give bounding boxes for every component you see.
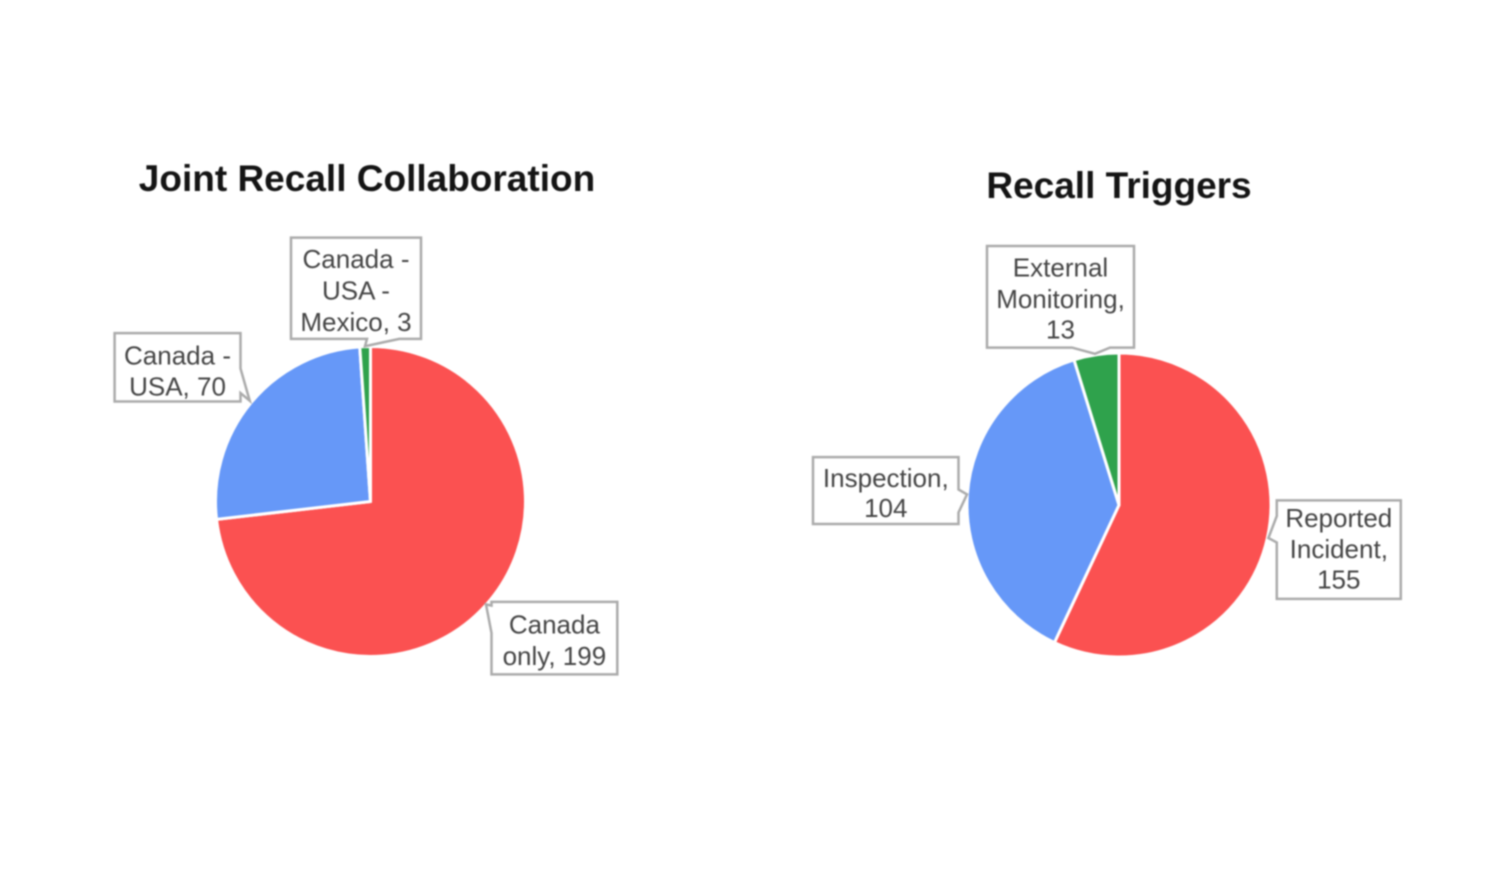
svg-text:Canada -: Canada - bbox=[303, 244, 410, 274]
svg-text:Incident,: Incident, bbox=[1290, 534, 1388, 564]
svg-text:Mexico, 3: Mexico, 3 bbox=[300, 307, 411, 337]
svg-text:104: 104 bbox=[864, 493, 907, 523]
svg-text:Joint Recall Collaboration: Joint Recall Collaboration bbox=[139, 158, 595, 199]
svg-text:Recall Triggers: Recall Triggers bbox=[986, 165, 1251, 206]
svg-text:155: 155 bbox=[1317, 565, 1360, 595]
svg-text:Inspection,: Inspection, bbox=[823, 463, 949, 493]
svg-text:13: 13 bbox=[1046, 315, 1075, 345]
svg-text:Monitoring,: Monitoring, bbox=[996, 284, 1125, 314]
svg-text:only, 199: only, 199 bbox=[503, 641, 607, 671]
svg-text:Reported: Reported bbox=[1285, 503, 1392, 533]
svg-text:USA, 70: USA, 70 bbox=[129, 372, 226, 402]
svg-text:Canada: Canada bbox=[509, 610, 601, 640]
svg-text:Canada -: Canada - bbox=[124, 341, 231, 371]
svg-text:USA -: USA - bbox=[322, 276, 390, 306]
svg-text:External: External bbox=[1013, 253, 1108, 283]
